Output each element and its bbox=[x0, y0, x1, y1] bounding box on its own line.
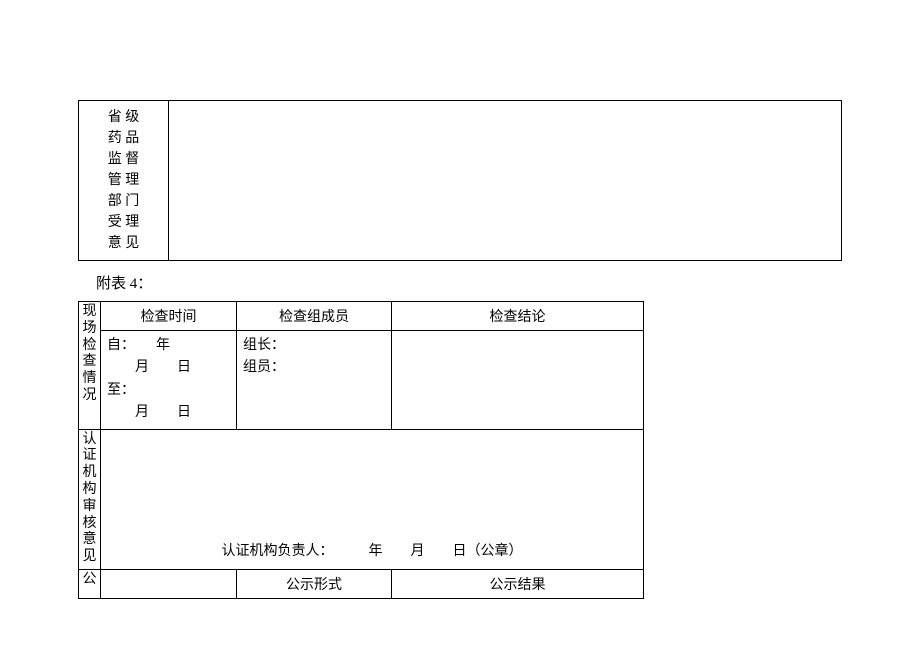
public-section-label: 公 bbox=[79, 569, 101, 598]
review-label-text: 认证机构审核意见 bbox=[83, 432, 97, 565]
inspect-section-label: 现场检查情况 bbox=[79, 302, 101, 430]
opinion-label-text: 省 级 药 品 监 督 管 理 部 门 受 理 意 见 bbox=[108, 110, 140, 251]
check-time-text: 自： 年 月 日 至： 月 日 bbox=[107, 338, 191, 420]
public-label-text: 公 bbox=[83, 572, 97, 587]
header-check-conclusion: 检查结论 bbox=[392, 302, 644, 331]
review-signature-line: 认证机构负责人： 年 月 日（公章） bbox=[107, 540, 637, 563]
opinion-table: 省 级 药 品 监 督 管 理 部 门 受 理 意 见 bbox=[78, 100, 842, 261]
check-members-text: 组长： 组员： bbox=[243, 338, 285, 375]
review-section-label: 认证机构审核意见 bbox=[79, 429, 101, 569]
inspection-table: 现场检查情况 检查时间 检查组成员 检查结论 自： 年 月 日 至： 月 日 组… bbox=[78, 301, 644, 599]
appendix-caption: 附表 4： bbox=[78, 269, 842, 301]
review-content-cell: 认证机构负责人： 年 月 日（公章） bbox=[101, 429, 644, 569]
header-check-time: 检查时间 bbox=[101, 302, 237, 331]
header-public-form: 公示形式 bbox=[237, 569, 392, 598]
check-time-cell: 自： 年 月 日 至： 月 日 bbox=[101, 331, 237, 430]
inspect-label-text: 现场检查情况 bbox=[83, 304, 97, 403]
header-public-result: 公示结果 bbox=[392, 569, 644, 598]
check-conclusion-cell bbox=[392, 331, 644, 430]
check-members-cell: 组长： 组员： bbox=[237, 331, 392, 430]
header-check-members: 检查组成员 bbox=[237, 302, 392, 331]
opinion-content-cell bbox=[169, 101, 842, 261]
opinion-label-cell: 省 级 药 品 监 督 管 理 部 门 受 理 意 见 bbox=[79, 101, 169, 261]
public-blank-cell bbox=[101, 569, 237, 598]
